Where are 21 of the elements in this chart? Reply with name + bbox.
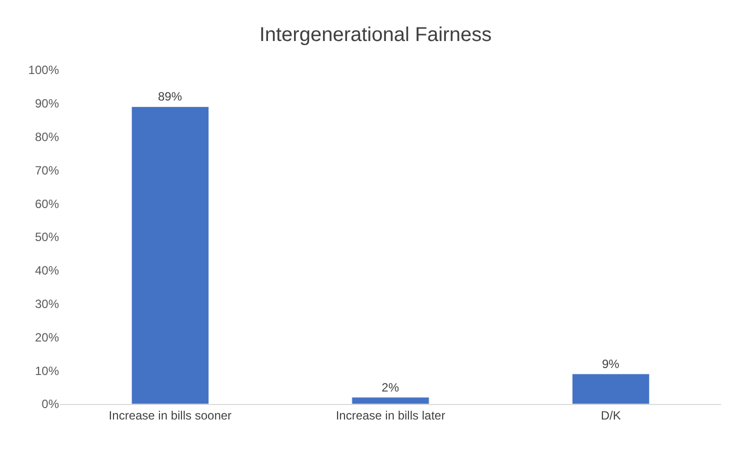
bar — [352, 397, 430, 404]
y-tick-label: 70% — [34, 163, 60, 178]
y-tick-label: 10% — [34, 364, 60, 378]
y-tick-label: 100% — [28, 63, 60, 78]
x-tick-label: Increase in bills later — [336, 408, 446, 422]
x-tick-label: D/K — [600, 408, 621, 422]
chart-title: Intergenerational Fairness — [259, 24, 492, 46]
y-tick-label: 50% — [34, 230, 60, 244]
data-label: 2% — [382, 380, 400, 394]
y-tick-label: 40% — [34, 264, 60, 278]
x-tick-label: Increase in bills sooner — [108, 408, 232, 422]
bar — [131, 106, 209, 404]
data-label: 89% — [158, 90, 182, 104]
y-tick-label: 90% — [34, 96, 60, 111]
bar — [572, 374, 650, 404]
y-tick-label: 30% — [34, 297, 60, 311]
y-tick-label: 60% — [34, 196, 60, 211]
data-label: 9% — [602, 356, 620, 371]
y-tick-label: 0% — [42, 397, 60, 412]
y-tick-label: 20% — [34, 330, 60, 344]
y-tick-label: 80% — [34, 130, 60, 144]
